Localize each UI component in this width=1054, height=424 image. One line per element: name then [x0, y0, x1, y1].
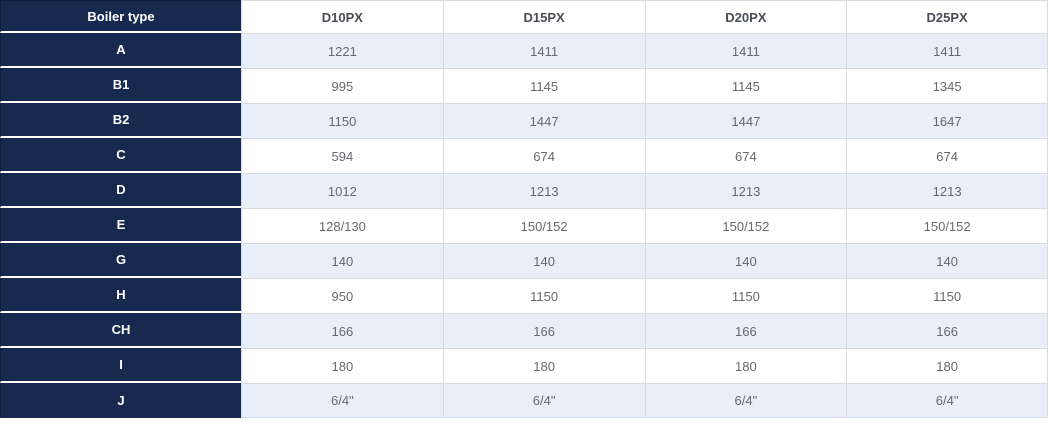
dimension-value-cell: 166 [644, 313, 847, 348]
dimension-value-cell: 1447 [442, 103, 645, 138]
dimension-value-cell: 1213 [442, 173, 645, 208]
dimension-value-cell: 1150 [442, 278, 645, 313]
row-label-cell: H [0, 278, 241, 313]
dimension-value-cell: 674 [846, 138, 1048, 173]
row-label-cell: D [0, 173, 241, 208]
dimension-value-cell: 594 [241, 138, 443, 173]
dimension-value-cell: 1145 [442, 68, 645, 103]
header-row: Boiler type D10PX D15PX D20PX D25PX [0, 0, 1048, 33]
row-label-cell: B2 [0, 103, 241, 138]
dimension-value-cell: 950 [241, 278, 443, 313]
dimension-value-cell: 180 [846, 348, 1048, 383]
dimension-value-cell: 1150 [846, 278, 1048, 313]
dimension-value-cell: 1145 [644, 68, 847, 103]
table-row: A 1221 1411 1411 1411 [0, 33, 1048, 68]
table-row: I 180 180 180 180 [0, 348, 1048, 383]
table-row: E 128/130 150/152 150/152 150/152 [0, 208, 1048, 243]
table-row: B2 1150 1447 1447 1647 [0, 103, 1048, 138]
row-label-cell: I [0, 348, 241, 383]
column-header-cell: D15PX [442, 0, 645, 33]
dimension-value-cell: 150/152 [442, 208, 645, 243]
dimension-value-cell: 1411 [846, 33, 1048, 68]
dimension-value-cell: 6/4" [442, 383, 645, 418]
dimension-value-cell: 166 [442, 313, 645, 348]
dimension-value-cell: 150/152 [846, 208, 1048, 243]
table-row: J 6/4" 6/4" 6/4" 6/4" [0, 383, 1048, 418]
dimension-value-cell: 1213 [644, 173, 847, 208]
dimension-value-cell: 1213 [846, 173, 1048, 208]
dimension-value-cell: 674 [644, 138, 847, 173]
dimension-value-cell: 140 [846, 243, 1048, 278]
table-row: D 1012 1213 1213 1213 [0, 173, 1048, 208]
dimension-value-cell: 1150 [241, 103, 443, 138]
dimension-value-cell: 6/4" [644, 383, 847, 418]
dimension-value-cell: 166 [241, 313, 443, 348]
dimension-value-cell: 140 [241, 243, 443, 278]
row-label-cell: J [0, 383, 241, 418]
dimension-value-cell: 1345 [846, 68, 1048, 103]
table-header: Boiler type D10PX D15PX D20PX D25PX [0, 0, 1048, 33]
column-header-cell: D10PX [241, 0, 443, 33]
table-row: G 140 140 140 140 [0, 243, 1048, 278]
dimension-value-cell: 1411 [644, 33, 847, 68]
boiler-type-header-cell: Boiler type [0, 0, 241, 33]
dimension-value-cell: 166 [846, 313, 1048, 348]
row-label-cell: E [0, 208, 241, 243]
dimension-value-cell: 1150 [644, 278, 847, 313]
row-label-cell: A [0, 33, 241, 68]
table-row: H 950 1150 1150 1150 [0, 278, 1048, 313]
table-row: B1 995 1145 1145 1345 [0, 68, 1048, 103]
dimension-value-cell: 150/152 [644, 208, 847, 243]
row-label-cell: C [0, 138, 241, 173]
column-header-cell: D20PX [644, 0, 847, 33]
table-row: CH 166 166 166 166 [0, 313, 1048, 348]
dimension-value-cell: 180 [241, 348, 443, 383]
dimension-value-cell: 140 [442, 243, 645, 278]
table-body: A 1221 1411 1411 1411 B1 995 1145 1145 1… [0, 33, 1048, 418]
table-row: C 594 674 674 674 [0, 138, 1048, 173]
dimension-value-cell: 128/130 [241, 208, 443, 243]
dimension-value-cell: 1012 [241, 173, 443, 208]
dimension-value-cell: 1411 [442, 33, 645, 68]
dimension-value-cell: 1221 [241, 33, 443, 68]
row-label-cell: CH [0, 313, 241, 348]
dimension-value-cell: 1647 [846, 103, 1048, 138]
dimension-value-cell: 180 [644, 348, 847, 383]
dimension-value-cell: 140 [644, 243, 847, 278]
row-label-cell: G [0, 243, 241, 278]
row-label-cell: B1 [0, 68, 241, 103]
dimension-value-cell: 6/4" [241, 383, 443, 418]
column-header-cell: D25PX [846, 0, 1048, 33]
dimension-value-cell: 995 [241, 68, 443, 103]
dimension-value-cell: 6/4" [846, 383, 1048, 418]
dimension-value-cell: 1447 [644, 103, 847, 138]
dimension-value-cell: 180 [442, 348, 645, 383]
dimension-value-cell: 674 [442, 138, 645, 173]
